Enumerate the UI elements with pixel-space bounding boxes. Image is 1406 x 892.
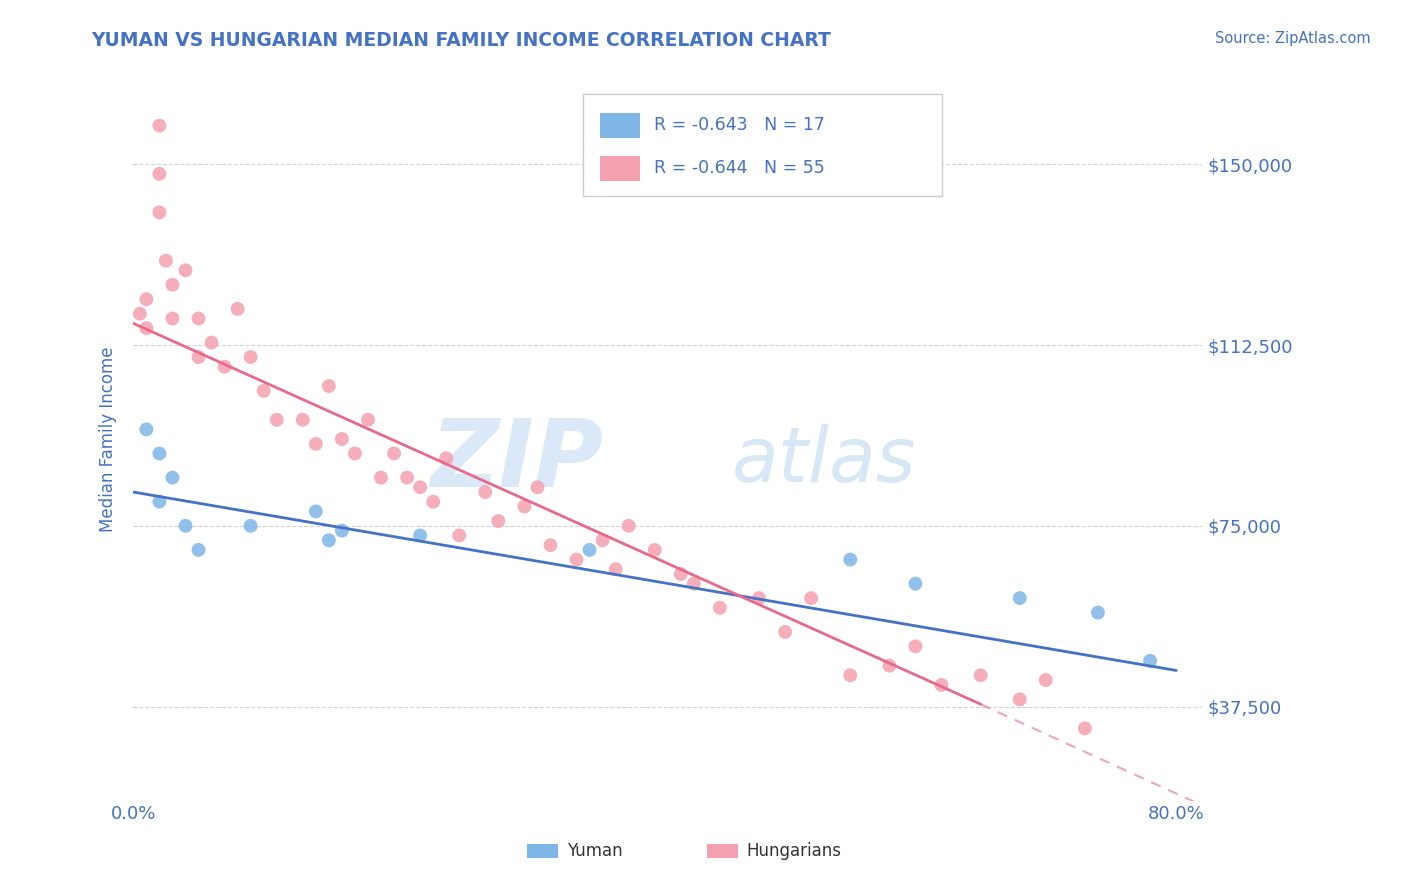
Point [931,678,953,692]
Point [239,350,262,364]
Point [1035,673,1057,687]
Text: Source: ZipAtlas.com: Source: ZipAtlas.com [1215,31,1371,46]
Point [162,311,184,326]
Point [305,504,328,518]
Point [253,384,276,398]
Point [226,301,249,316]
Point [969,668,991,682]
Point [291,413,314,427]
Point [135,292,157,306]
Point [239,518,262,533]
Point [748,591,770,606]
Point [709,600,731,615]
Point [605,562,627,576]
Point [135,321,157,335]
Point [187,311,209,326]
Point [135,422,157,436]
Point [318,533,340,548]
Point [357,413,380,427]
Text: R = -0.644   N = 55: R = -0.644 N = 55 [654,159,824,177]
Point [148,494,170,508]
Point [1139,654,1161,668]
Text: Hungarians: Hungarians [747,842,842,860]
Point [409,480,432,494]
Point [148,446,170,460]
Text: YUMAN VS HUNGARIAN MEDIAN FAMILY INCOME CORRELATION CHART: YUMAN VS HUNGARIAN MEDIAN FAMILY INCOME … [91,31,831,50]
Point [330,524,353,538]
Point [187,350,209,364]
Point [214,359,236,374]
Point [474,485,496,500]
Y-axis label: Median Family Income: Median Family Income [100,346,117,532]
Point [486,514,509,528]
Point [526,480,548,494]
Point [592,533,614,548]
Point [1008,692,1031,706]
Point [128,307,150,321]
Point [773,624,796,639]
Point [330,432,353,446]
Point [162,277,184,292]
Point [449,528,471,542]
Point [370,470,392,484]
Point [187,542,209,557]
Point [1008,591,1031,606]
Point [305,437,328,451]
Point [148,167,170,181]
Point [266,413,288,427]
Point [800,591,823,606]
Point [1074,721,1097,735]
Point [174,263,197,277]
Point [409,528,432,542]
Point [148,205,170,219]
Point [578,542,600,557]
Point [422,494,444,508]
Point [839,552,862,566]
Text: ZIP: ZIP [430,415,603,507]
Point [617,518,640,533]
Text: Yuman: Yuman [567,842,623,860]
Point [644,542,666,557]
Point [540,538,562,552]
Text: atlas: atlas [733,424,917,498]
Point [382,446,405,460]
Point [669,567,692,582]
Point [200,335,222,350]
Text: R = -0.643   N = 17: R = -0.643 N = 17 [654,116,825,134]
Point [879,658,901,673]
Point [1087,606,1109,620]
Point [396,470,419,484]
Point [904,640,927,654]
Point [155,253,177,268]
Point [565,552,588,566]
Point [162,470,184,484]
Point [839,668,862,682]
Point [513,500,536,514]
Point [434,451,457,466]
Point [174,518,197,533]
Point [318,379,340,393]
Point [343,446,366,460]
Point [904,576,927,591]
Point [682,576,704,591]
Point [148,119,170,133]
